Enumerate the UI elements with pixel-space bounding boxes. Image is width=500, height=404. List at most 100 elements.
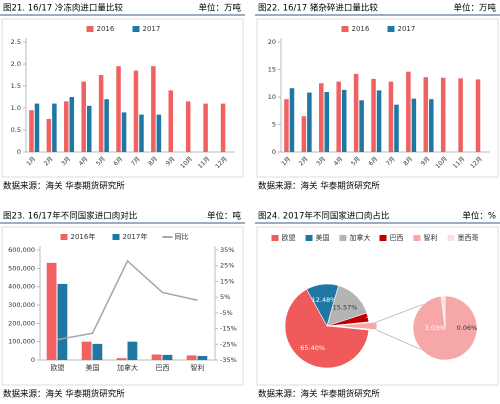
bar xyxy=(98,75,104,152)
chart-title: 图22. 16/17 猪杂碎进口量比较 xyxy=(258,3,378,14)
bar xyxy=(289,88,295,152)
bar xyxy=(52,103,57,152)
y2-tick-label: -35% xyxy=(220,356,237,364)
x-tick-label: 8月 xyxy=(402,156,414,168)
y-tick-label: 15 xyxy=(268,66,276,74)
bar xyxy=(185,101,191,152)
bar xyxy=(168,90,174,152)
source-note: 数据来源：海关 华泰期货研究所 xyxy=(3,181,125,192)
bar xyxy=(133,70,139,152)
x-tick-label: 12月 xyxy=(469,156,484,171)
x-tick-label: 1月 xyxy=(280,156,292,168)
x-tick-label: 11月 xyxy=(452,156,467,171)
bar xyxy=(458,78,463,152)
bar xyxy=(86,105,92,152)
y-tick-label: 100,000 xyxy=(8,338,35,346)
bar xyxy=(376,90,382,152)
x-tick-label: 2月 xyxy=(43,156,55,168)
bar xyxy=(46,119,52,152)
data-label: 0.06% xyxy=(457,324,478,332)
bar xyxy=(69,97,75,152)
source-note: 数据来源：海关 华泰期货研究所 xyxy=(258,389,380,400)
chart-frame xyxy=(256,18,499,178)
data-label: 15.57% xyxy=(333,303,358,311)
y-tick-label: 2.5 xyxy=(11,38,21,46)
x-tick-label: 欧盟 xyxy=(51,363,65,372)
y2-tick-label: -15% xyxy=(220,325,237,333)
bar xyxy=(81,341,92,360)
legend-label: 2017年 xyxy=(123,232,148,241)
legend-label: 2016 xyxy=(97,25,115,33)
y-tick-label: 0 xyxy=(17,148,21,156)
x-tick-label: 9月 xyxy=(420,156,432,168)
bar xyxy=(394,104,399,152)
legend-label: 同比 xyxy=(175,232,189,241)
y-tick-label: 200,000 xyxy=(8,319,35,327)
bar xyxy=(475,79,481,152)
chart-frame xyxy=(1,226,244,386)
x-tick-label: 7月 xyxy=(130,156,142,168)
legend-swatch xyxy=(413,235,421,241)
unit-label: 单位：万吨 xyxy=(198,3,241,14)
x-tick-label: 美国 xyxy=(86,363,100,372)
y-tick-label: 300,000 xyxy=(8,301,35,309)
y2-tick-label: -25% xyxy=(220,340,237,348)
y-tick-label: 20 xyxy=(268,38,276,46)
y-tick-label: 600,000 xyxy=(8,246,35,254)
bar xyxy=(46,262,57,360)
legend-swatch xyxy=(132,26,140,32)
legend-label: 欧盟 xyxy=(282,233,296,242)
x-tick-label: 3月 xyxy=(315,156,327,168)
legend-label: 智利 xyxy=(424,233,438,242)
legend-swatch xyxy=(339,235,347,241)
chart-title: 图21. 16/17 冷冻肉进口量比较 xyxy=(3,3,123,14)
legend-swatch xyxy=(379,235,387,241)
x-tick-label: 12月 xyxy=(214,156,229,171)
legend-label: 2016年 xyxy=(71,232,96,241)
bar xyxy=(371,78,376,152)
x-tick-label: 智利 xyxy=(191,363,205,372)
x-tick-label: 巴西 xyxy=(156,364,170,372)
bar xyxy=(139,114,144,152)
bar xyxy=(359,100,364,152)
legend-swatch xyxy=(447,235,455,241)
sub-pie-slice xyxy=(440,295,446,329)
data-label: 12.48% xyxy=(312,296,337,304)
source-note: 数据来源：海关 华泰期货研究所 xyxy=(3,389,125,400)
y-tick-label: 400,000 xyxy=(8,283,35,291)
y2-tick-label: -5% xyxy=(220,309,233,317)
bar xyxy=(116,66,121,152)
bar xyxy=(197,355,208,360)
x-tick-label: 10月 xyxy=(179,156,194,171)
legend-swatch xyxy=(86,26,94,32)
legend-label: 美国 xyxy=(316,233,330,242)
bar xyxy=(151,66,156,152)
bar xyxy=(151,354,162,360)
legend-label: 巴西 xyxy=(390,234,404,242)
bar xyxy=(121,112,127,152)
line-series xyxy=(57,259,198,341)
x-tick-label: 1月 xyxy=(25,156,37,168)
y-tick-label: 1.5 xyxy=(11,82,21,90)
x-tick-label: 11月 xyxy=(197,156,212,171)
bar xyxy=(81,81,86,152)
y-tick-label: 1.0 xyxy=(11,104,21,112)
bar xyxy=(440,77,446,152)
bar xyxy=(64,101,69,152)
x-tick-label: 6月 xyxy=(367,156,379,168)
unit-label: 单位：吨 xyxy=(207,211,242,222)
y-tick-label: 2.0 xyxy=(11,60,21,68)
y2-tick-label: 35% xyxy=(220,246,234,254)
bar xyxy=(29,110,34,152)
y2-tick-label: 5% xyxy=(220,293,230,301)
bar xyxy=(92,343,103,360)
legend-swatch xyxy=(112,234,120,240)
x-tick-label: 5月 xyxy=(95,156,107,168)
x-tick-label: 9月 xyxy=(165,156,177,168)
bar xyxy=(104,99,109,152)
data-label: 3.46% xyxy=(366,312,387,320)
bar xyxy=(127,341,138,360)
y2-tick-label: 25% xyxy=(220,262,234,270)
pie-slice xyxy=(334,325,378,331)
